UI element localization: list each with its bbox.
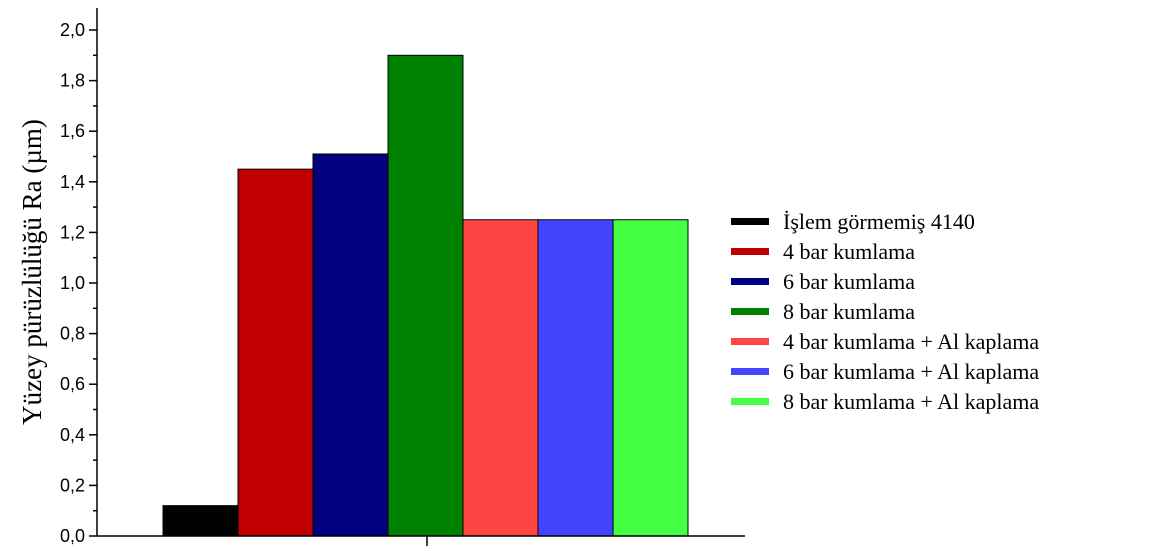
y-tick-label: 0,4 — [60, 425, 85, 445]
legend-label: 6 bar kumlama + Al kaplama — [783, 359, 1039, 384]
bars-group — [162, 54, 689, 537]
legend-label: 8 bar kumlama — [783, 299, 915, 324]
y-ticks-group: 0,0 0,2 0,4 0,6 0,8 1,0 1,2 1,4 1,6 1,8 2,0 — [60, 20, 97, 546]
legend-swatch — [731, 278, 769, 285]
y-tick-label: 1,4 — [60, 172, 85, 192]
legend-swatch — [731, 398, 769, 405]
legend-label: 4 bar kumlama — [783, 239, 915, 264]
y-tick-label: 0,0 — [60, 526, 85, 546]
legend-label: İşlem görmemiş 4140 — [783, 209, 975, 234]
y-tick-label: 0,2 — [60, 475, 85, 495]
bar — [462, 219, 539, 537]
y-tick-label: 0,6 — [60, 374, 85, 394]
legend: İşlem görmemiş 4140 4 bar kumlama 6 bar ku… — [731, 209, 1039, 414]
bar — [387, 54, 464, 537]
legend-label: 8 bar kumlama + Al kaplama — [783, 389, 1039, 414]
y-tick-label: 2,0 — [60, 20, 85, 40]
legend-label: 6 bar kumlama — [783, 269, 915, 294]
bar — [537, 219, 614, 537]
legend-swatch — [731, 338, 769, 345]
bar — [237, 168, 314, 537]
y-tick-label: 1,0 — [60, 273, 85, 293]
y-tick-label: 1,2 — [60, 222, 85, 242]
y-tick-label: 1,8 — [60, 71, 85, 91]
axes-group — [96, 8, 745, 546]
legend-label: 4 bar kumlama + Al kaplama — [783, 329, 1039, 354]
legend-swatch — [731, 368, 769, 375]
bar — [312, 153, 389, 537]
bar — [162, 505, 239, 537]
y-tick-label: 0,8 — [60, 324, 85, 344]
legend-swatch — [731, 248, 769, 255]
legend-swatch — [731, 218, 769, 225]
y-axis-label: Yüzey pürüzlülüğü Ra (µm) — [17, 119, 47, 425]
legend-swatch — [731, 308, 769, 315]
bar — [612, 219, 689, 537]
y-tick-label: 1,6 — [60, 121, 85, 141]
